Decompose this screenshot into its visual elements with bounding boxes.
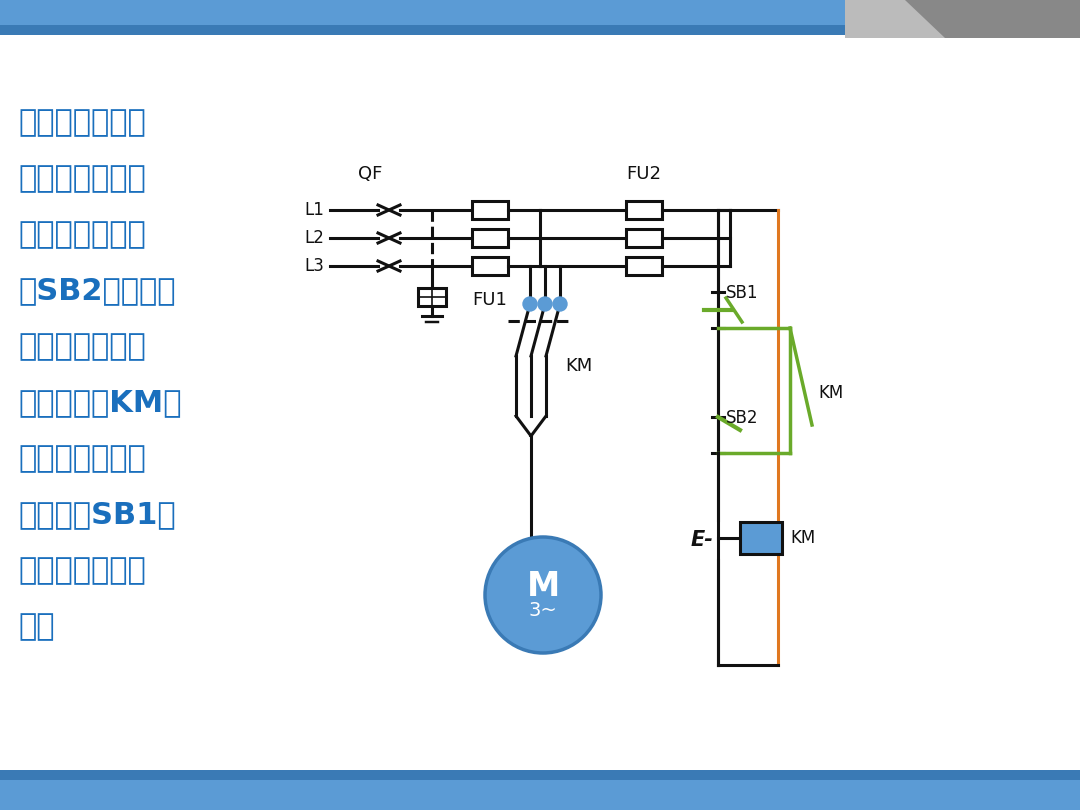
Polygon shape — [845, 0, 945, 38]
Bar — [472, 257, 508, 275]
Circle shape — [485, 537, 600, 653]
Text: KM: KM — [818, 383, 843, 402]
Circle shape — [523, 297, 537, 311]
Text: 另串联一个动断: 另串联一个动断 — [18, 444, 146, 473]
Text: SB1: SB1 — [726, 284, 758, 302]
Circle shape — [538, 297, 552, 311]
Text: M: M — [526, 570, 559, 603]
Bar — [626, 229, 662, 247]
Text: FU1: FU1 — [473, 291, 508, 309]
Bar — [626, 201, 662, 219]
Bar — [472, 201, 508, 219]
Text: 钮SB2两端并联: 钮SB2两端并联 — [18, 276, 175, 305]
Bar — [740, 522, 782, 554]
Polygon shape — [900, 0, 1080, 38]
Bar — [472, 229, 508, 247]
Text: FU2: FU2 — [626, 165, 661, 183]
Text: L3: L3 — [305, 257, 324, 275]
Text: 制线路的启动按: 制线路的启动按 — [18, 220, 146, 249]
Text: 制。: 制。 — [18, 612, 54, 641]
Text: 3~: 3~ — [528, 602, 557, 620]
Circle shape — [553, 297, 567, 311]
Text: 质上是在点动控: 质上是在点动控 — [18, 164, 146, 193]
Bar — [0, 0, 1080, 25]
Text: SB2: SB2 — [726, 409, 758, 427]
Text: QF: QF — [357, 165, 382, 183]
Text: 从而实现自锁控: 从而实现自锁控 — [18, 556, 146, 585]
Bar — [0, 25, 1080, 35]
Text: E-: E- — [690, 530, 713, 550]
Text: KM: KM — [789, 529, 815, 547]
Text: 停止按钮SB1。: 停止按钮SB1。 — [18, 500, 176, 529]
Text: L2: L2 — [305, 229, 324, 247]
Bar — [0, 770, 1080, 780]
Bar — [0, 780, 1080, 810]
Bar — [626, 257, 662, 275]
Text: KM: KM — [565, 357, 592, 375]
Bar — [418, 288, 446, 306]
Text: 一个接触器的辅: 一个接触器的辅 — [18, 332, 146, 361]
Text: 自锁控制线路实: 自锁控制线路实 — [18, 108, 146, 137]
Text: L1: L1 — [305, 201, 324, 219]
Text: 助动合触点KM，: 助动合触点KM， — [18, 388, 181, 417]
